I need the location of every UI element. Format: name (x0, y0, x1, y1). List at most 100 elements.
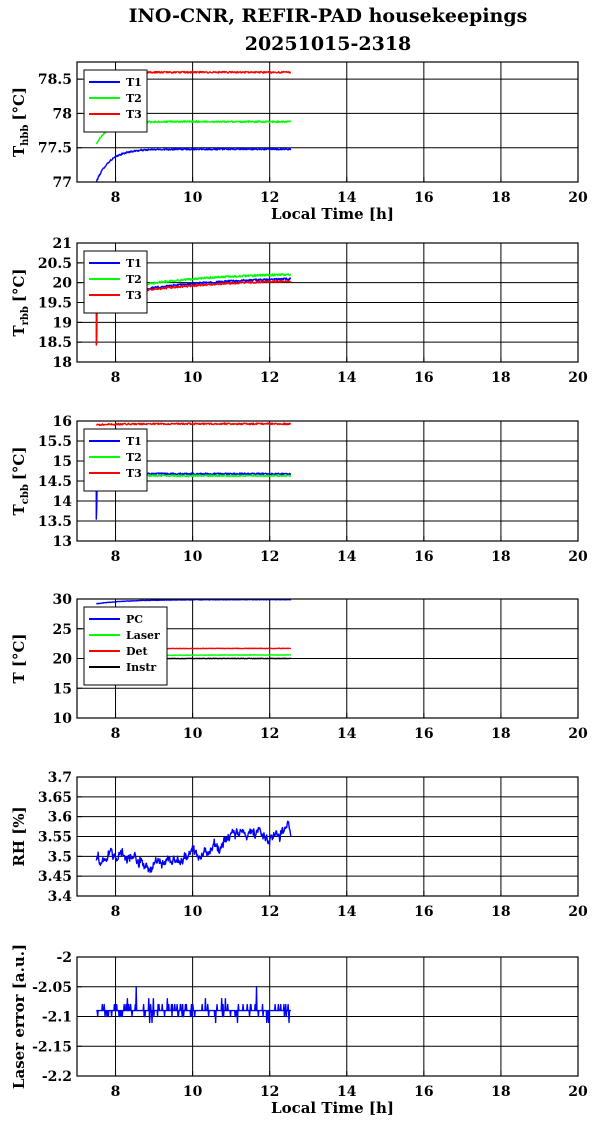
y-tick-label: 18.5 (38, 335, 72, 351)
x-tick-label: 16 (414, 190, 433, 206)
y-tick-label: 25 (53, 622, 72, 638)
series-group (95, 820, 292, 873)
x-tick-label: 10 (183, 549, 203, 565)
y-tick-label: 3.5 (48, 849, 72, 865)
legend: T1 T2 T3 (83, 428, 148, 492)
x-tick-label: 10 (183, 904, 203, 920)
y-tick-label: 16 (53, 414, 72, 430)
y-tick-label: -2.1 (42, 1010, 72, 1026)
figure-subtitle: 20251015-2318 (245, 33, 412, 55)
y-tick-label: 3.6 (48, 810, 72, 826)
y-tick-label: 3.4 (48, 889, 73, 905)
x-tick-label: 8 (111, 726, 121, 742)
y-axis-label: Thbb [°C] (10, 87, 31, 157)
y-tick-label: 3.45 (38, 869, 72, 885)
y-axis-label: Trbb [°C] (10, 268, 31, 336)
y-tick-label: 30 (53, 592, 73, 608)
x-tick-label: 16 (414, 726, 433, 742)
y-tick-label: 14 (53, 494, 73, 510)
panel-temps: 8 10 12 14 16 18 20 10 15 20 25 30 T [°C] PC Laser Det I… (10, 592, 588, 742)
y-axis-label: Tcbb [°C] (10, 447, 31, 516)
series-line-pc (96, 599, 292, 605)
x-axis-label: Local Time [h] (271, 1099, 394, 1117)
y-axis-label-unit: [°C] (10, 268, 28, 302)
legend-label-t2: T2 (126, 92, 142, 105)
legend-box (83, 428, 148, 492)
series-line-data (95, 820, 292, 873)
panel-rh: 8 10 12 14 16 18 20 3.4 3.45 3.5 3.55 3.6 3.65 3.7 RH … (10, 770, 588, 920)
y-axis-label-subscript: cbb (20, 484, 31, 504)
y-tick-label: -2.15 (32, 1039, 72, 1055)
y-axis-label-main: T (10, 325, 28, 337)
y-axis-label-unit: [°C] (10, 447, 28, 481)
legend-label-t3: T3 (126, 108, 142, 121)
legend: T1 T2 T3 (83, 69, 148, 133)
x-tick-label: 12 (260, 904, 279, 920)
y-tick-label: 19 (53, 315, 72, 331)
y-tick-label: 78.5 (38, 72, 72, 88)
y-tick-label: 3.65 (38, 790, 72, 806)
y-axis-label-main: T [°C] (10, 633, 28, 683)
x-tick-label: 8 (111, 904, 121, 920)
x-tick-label: 10 (183, 190, 203, 206)
legend-box (83, 69, 148, 133)
y-axis-label-main: Laser error [a.u.] (10, 944, 28, 1089)
x-tick-label: 8 (111, 549, 121, 565)
x-tick-label: 16 (414, 549, 433, 565)
y-tick-label: 10 (53, 711, 73, 727)
x-tick-label: 20 (568, 904, 588, 920)
x-tick-label: 14 (337, 370, 357, 386)
x-tick-label: 16 (414, 1084, 433, 1100)
x-tick-label: 10 (183, 1084, 203, 1100)
series-line-data (96, 986, 292, 1024)
x-tick-label: 12 (260, 549, 279, 565)
y-tick-label: 3.55 (38, 830, 72, 846)
y-axis-label-main: T (10, 145, 28, 157)
legend-label-instr: Instr (126, 661, 156, 674)
y-tick-label: 14.5 (38, 474, 72, 490)
x-tick-label: 18 (491, 904, 510, 920)
legend-label-pc: PC (126, 613, 143, 626)
plot-frame (76, 61, 579, 183)
y-tick-label: -2.2 (42, 1069, 72, 1085)
y-axis-label-main: RH [%] (10, 806, 28, 866)
y-axis-label-subscript: rbb (20, 306, 31, 325)
y-tick-label: -2 (56, 950, 72, 966)
x-tick-label: 20 (568, 1084, 588, 1100)
y-tick-label: 15.5 (38, 434, 72, 450)
legend-label-laser: Laser (126, 629, 160, 642)
x-tick-label: 8 (111, 370, 121, 386)
x-tick-label: 12 (260, 190, 279, 206)
y-tick-label: 13 (53, 534, 72, 550)
x-tick-label: 14 (337, 1084, 357, 1100)
legend-label-t3: T3 (126, 289, 142, 302)
y-tick-label: 77.5 (38, 141, 72, 157)
series-group (96, 986, 292, 1024)
y-tick-label: 78 (53, 106, 72, 122)
panel-cbb: 8 10 12 14 16 18 20 13 13.5 14 14.5 15 15.5 16 Tcbb [°C… (10, 414, 588, 565)
y-tick-label: 20.5 (38, 256, 72, 272)
y-axis-label-subscript: hbb (20, 125, 31, 146)
legend-label-t1: T1 (126, 76, 142, 89)
panels: 8 10 12 14 16 18 20 77 77.5 78 78.5 Local Time [h] T… (10, 61, 588, 1117)
x-tick-label: 14 (337, 726, 357, 742)
y-tick-label: 15 (53, 454, 72, 470)
y-tick-label: 20 (53, 276, 73, 292)
y-axis-label: Laser error [a.u.] (10, 944, 28, 1089)
figure-title: INO-CNR, REFIR-PAD housekeepings (129, 5, 528, 27)
x-tick-label: 8 (111, 1084, 121, 1100)
y-tick-label: 21 (53, 236, 72, 252)
y-tick-label: 77 (53, 175, 72, 191)
x-tick-label: 14 (337, 549, 357, 565)
x-tick-label: 18 (491, 1084, 510, 1100)
x-tick-label: 18 (491, 726, 510, 742)
x-tick-label: 16 (414, 370, 433, 386)
legend-label-t2: T2 (126, 273, 142, 286)
legend-label-t3: T3 (126, 467, 142, 480)
legend-label-t1: T1 (126, 257, 142, 270)
legend-box (83, 250, 148, 314)
y-tick-label: 13.5 (38, 514, 72, 530)
y-tick-label: 3.7 (48, 770, 72, 786)
y-tick-label: 19.5 (38, 296, 72, 312)
